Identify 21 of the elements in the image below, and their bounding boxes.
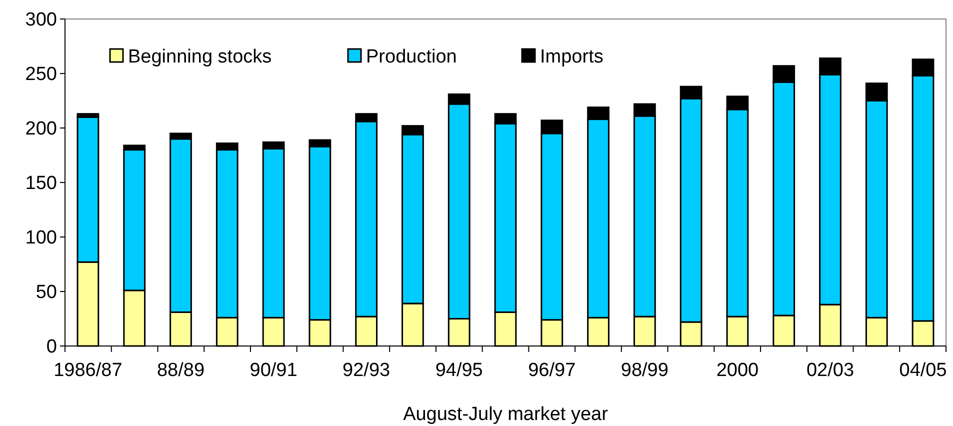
legend-label: Production	[366, 46, 457, 68]
x-tick-label: 98/99	[620, 360, 668, 381]
x-tick-label: 1986/87	[54, 360, 122, 381]
x-tick-label: 96/97	[528, 360, 576, 381]
x-tick-label: 02/03	[806, 360, 854, 381]
legend-label: Beginning stocks	[128, 46, 272, 68]
y-tick-label: 150	[25, 173, 57, 194]
x-tick-label: 88/89	[156, 360, 205, 381]
y-tick-label: 0	[46, 336, 57, 358]
y-tick-label: 100	[25, 228, 57, 249]
x-axis-title: August-July market year	[403, 404, 609, 425]
legend-label: Imports	[540, 46, 604, 68]
x-tick-label: 90/91	[250, 360, 298, 381]
y-tick-label: 200	[25, 118, 57, 140]
y-tick-label: 250	[25, 64, 57, 86]
x-tick-label: 92/93	[342, 360, 390, 381]
x-tick-label: 2000	[716, 360, 759, 381]
y-tick-label: 300	[25, 10, 57, 31]
x-tick-label: 04/05	[899, 360, 947, 381]
x-tick-label: 94/95	[435, 360, 483, 381]
y-tick-label: 50	[36, 282, 57, 304]
